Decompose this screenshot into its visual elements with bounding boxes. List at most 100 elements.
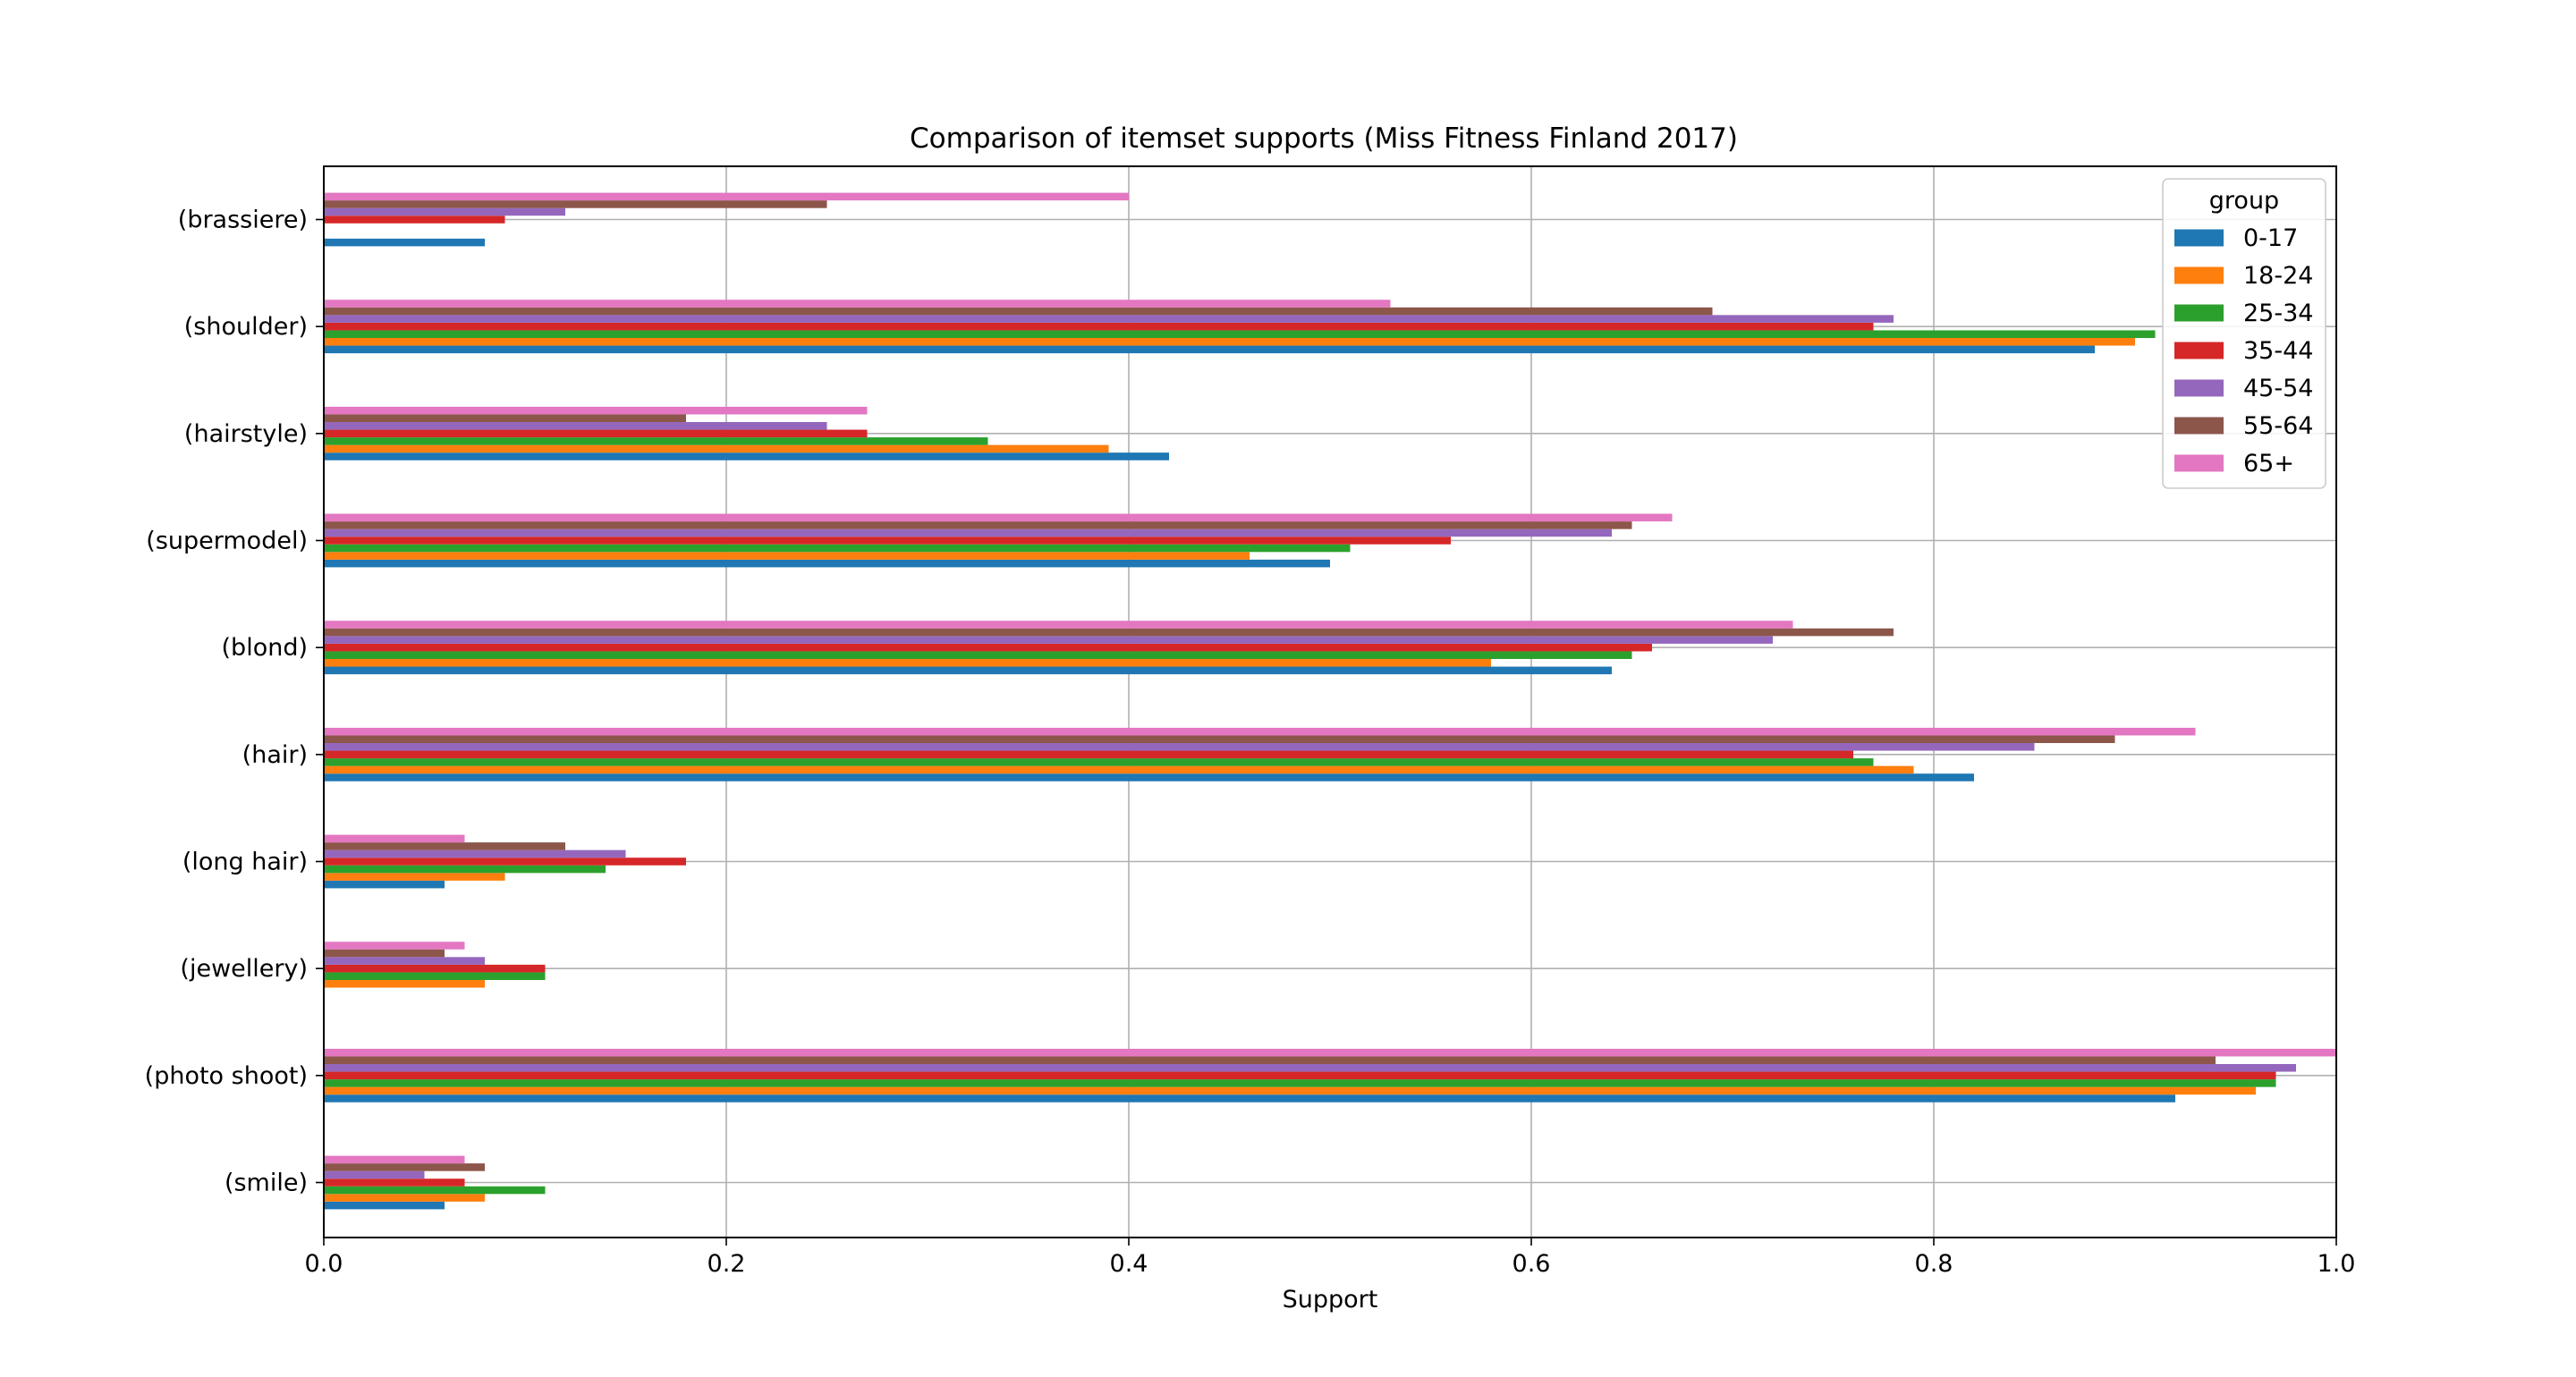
bar — [324, 949, 445, 958]
bar — [324, 1186, 546, 1195]
bar — [324, 735, 2115, 744]
bar — [324, 559, 1330, 568]
bar — [324, 513, 1673, 522]
y-tick-label: (hairstyle) — [184, 420, 308, 448]
chart-title: Comparison of itemset supports (Miss Fit… — [910, 122, 1738, 155]
bar — [324, 643, 1652, 652]
bar — [324, 1201, 445, 1210]
bar — [324, 414, 686, 423]
bar — [324, 521, 1632, 529]
legend-entry-label: 18-24 — [2243, 262, 2313, 290]
bar — [324, 1170, 425, 1179]
bar — [324, 528, 1612, 537]
bar — [324, 300, 1391, 308]
legend-swatch — [2174, 379, 2224, 397]
bar — [324, 422, 827, 430]
bar — [324, 880, 445, 889]
bar — [324, 307, 1713, 316]
bar — [324, 452, 1169, 460]
bar — [324, 1079, 2276, 1087]
legend-box — [2162, 178, 2326, 489]
bar — [324, 957, 485, 965]
bar — [324, 765, 1914, 774]
legend: group 0-17 18-24 25-34 35-44 45-54 55-64 65+ — [2162, 178, 2326, 489]
legend-swatch — [2174, 304, 2224, 322]
bar — [324, 1056, 2216, 1065]
legend-entry-label: 45-54 — [2243, 375, 2313, 402]
bar — [324, 1163, 485, 1171]
y-tick-label: (shoulder) — [184, 313, 308, 341]
x-tick-label: 0.4 — [1110, 1250, 1148, 1278]
bar — [324, 942, 465, 950]
y-tick-label: (photo shoot) — [145, 1062, 308, 1090]
bar — [324, 544, 1351, 553]
bar — [324, 330, 2156, 338]
y-tick-label: (long hair) — [182, 849, 308, 876]
legend-swatch — [2174, 266, 2224, 284]
bar — [324, 972, 546, 980]
bar — [324, 849, 626, 858]
legend-entry-label: 25-34 — [2243, 300, 2313, 327]
bar — [324, 345, 2095, 354]
y-tick-label: (supermodel) — [146, 528, 308, 555]
bar — [324, 658, 1491, 667]
bar — [324, 337, 2135, 346]
bar — [324, 743, 2035, 751]
legend-swatch — [2174, 342, 2224, 359]
bar — [324, 429, 868, 438]
bar — [324, 322, 1874, 331]
legend-swatch — [2174, 229, 2224, 247]
bar — [324, 200, 827, 208]
bar — [324, 1178, 465, 1187]
bar — [324, 621, 1793, 629]
bar — [324, 979, 485, 988]
bar — [324, 1086, 2256, 1095]
x-tick-label: 0.6 — [1513, 1250, 1551, 1278]
y-axis: (brassiere) (shoulder) (hairstyle) (supermo… — [145, 207, 324, 1197]
bar — [324, 842, 565, 850]
bar — [324, 437, 988, 445]
y-tick-label: (blond) — [222, 634, 308, 662]
bar — [324, 315, 1894, 323]
bar — [324, 192, 1129, 201]
bar — [324, 536, 1451, 545]
x-tick-label: 1.0 — [2318, 1250, 2356, 1278]
legend-swatch — [2174, 454, 2224, 472]
bar — [324, 552, 1250, 560]
bar — [324, 1064, 2296, 1072]
bar — [324, 727, 2196, 736]
bar — [324, 666, 1612, 675]
bar — [324, 1071, 2276, 1080]
bar — [324, 750, 1853, 759]
bars — [324, 192, 2336, 1210]
bar — [324, 406, 868, 415]
y-tick-label: (jewellery) — [180, 955, 308, 983]
x-axis-label: Support — [1283, 1286, 1378, 1314]
legend-swatch — [2174, 417, 2224, 435]
legend-entry-label: 55-64 — [2243, 412, 2313, 440]
y-tick-label: (smile) — [225, 1170, 308, 1197]
bar — [324, 773, 1974, 781]
x-axis: 0.0 0.2 0.4 0.6 0.8 1.0 — [305, 1238, 2356, 1278]
x-tick-label: 0.2 — [708, 1250, 746, 1278]
legend-title: group — [2209, 187, 2279, 215]
bar — [324, 873, 505, 881]
bar — [324, 1048, 2336, 1057]
bar — [324, 857, 686, 866]
y-tick-label: (hair) — [242, 741, 308, 769]
bar — [324, 758, 1874, 766]
legend-entry-label: 35-44 — [2243, 337, 2313, 365]
y-tick-label: (brassiere) — [178, 207, 308, 234]
bar — [324, 636, 1773, 644]
bar — [324, 651, 1632, 659]
bar — [324, 1155, 465, 1164]
bar — [324, 1094, 2175, 1102]
x-tick-label: 0.0 — [305, 1250, 343, 1278]
legend-entry-label: 0-17 — [2243, 224, 2298, 252]
bar — [324, 964, 546, 973]
plot-frame — [323, 165, 2337, 1238]
x-tick-label: 0.8 — [1915, 1250, 1953, 1278]
bar — [324, 238, 485, 247]
bar — [324, 1194, 485, 1202]
bar — [324, 865, 606, 874]
